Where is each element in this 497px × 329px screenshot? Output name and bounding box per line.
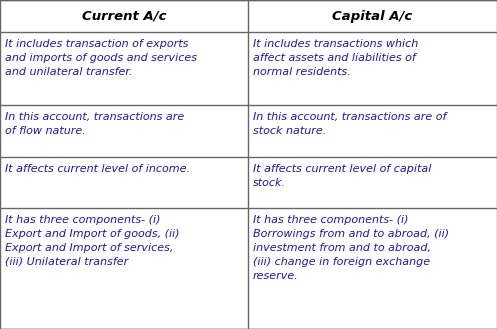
Text: It includes transaction of exports
and imports of goods and services
and unilate: It includes transaction of exports and i…: [5, 39, 197, 77]
Text: In this account, transactions are
of flow nature.: In this account, transactions are of flo…: [5, 112, 184, 136]
Text: It has three components- (i)
Borrowings from and to abroad, (ii)
investment from: It has three components- (i) Borrowings …: [253, 215, 449, 281]
Text: Capital A/c: Capital A/c: [332, 10, 413, 23]
Text: It affects current level of income.: It affects current level of income.: [5, 164, 190, 174]
Text: In this account, transactions are of
stock nature.: In this account, transactions are of sto…: [253, 112, 446, 136]
Text: Current A/c: Current A/c: [82, 10, 166, 23]
Text: It includes transactions which
affect assets and liabilities of
normal residents: It includes transactions which affect as…: [253, 39, 418, 77]
Text: It affects current level of capital
stock.: It affects current level of capital stoc…: [253, 164, 431, 189]
Text: It has three components- (i)
Export and Import of goods, (ii)
Export and Import : It has three components- (i) Export and …: [5, 215, 179, 267]
